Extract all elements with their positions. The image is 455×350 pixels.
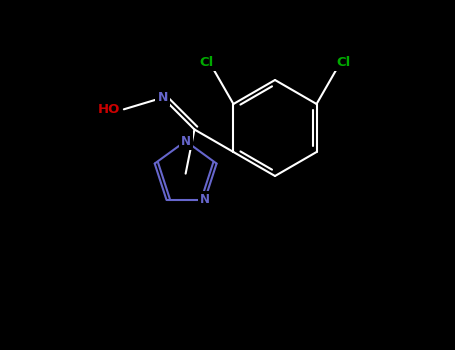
Text: N: N	[181, 135, 191, 148]
Text: Cl: Cl	[336, 56, 350, 69]
Text: HO: HO	[97, 103, 120, 116]
Text: N: N	[200, 194, 210, 206]
Text: N: N	[157, 91, 168, 104]
Text: Cl: Cl	[200, 56, 214, 69]
